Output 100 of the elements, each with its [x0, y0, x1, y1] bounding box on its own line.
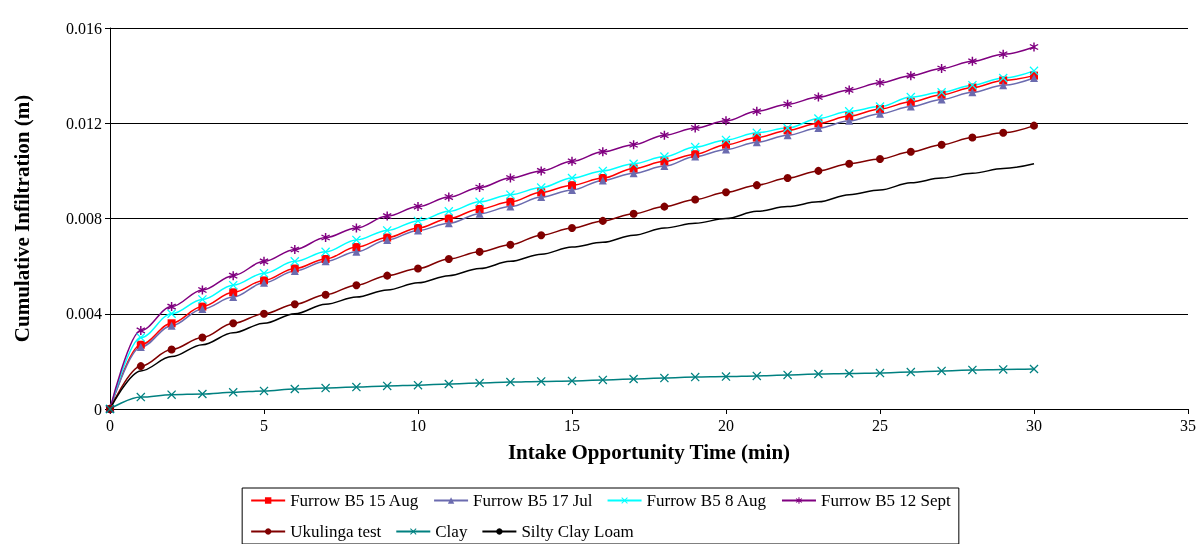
point: [783, 370, 793, 380]
point: [937, 140, 946, 149]
point: [598, 216, 607, 225]
point: [876, 154, 884, 163]
point: [290, 244, 300, 254]
point: [352, 247, 361, 256]
point: [260, 309, 268, 318]
point: [444, 206, 454, 216]
x-tick-label: 30: [1026, 416, 1042, 434]
point: [475, 183, 485, 193]
point: [505, 377, 515, 387]
point: [475, 247, 484, 256]
point: [259, 268, 269, 278]
point: [845, 116, 854, 125]
point: [691, 195, 700, 204]
x-tick-label: 20: [718, 416, 734, 434]
point: [783, 174, 792, 183]
point: [475, 197, 485, 207]
point: [351, 382, 361, 392]
point: [876, 109, 884, 118]
point: [568, 185, 576, 194]
point: [290, 256, 300, 266]
point: [844, 106, 854, 116]
point: [906, 147, 915, 156]
y-tick-label: 0.004: [66, 305, 102, 323]
point: [444, 254, 453, 263]
point: [629, 209, 638, 218]
point: [413, 202, 423, 212]
x-axis-title: Intake Opportunity Time (min): [507, 439, 791, 464]
point: [229, 319, 238, 328]
point: [505, 173, 515, 183]
point: [999, 128, 1008, 137]
point: [536, 376, 546, 386]
point: [721, 116, 731, 126]
point: [290, 384, 300, 394]
point: [413, 380, 423, 390]
point: [1029, 42, 1039, 52]
point: [413, 216, 423, 226]
point: [506, 202, 515, 211]
point: [197, 389, 207, 399]
point: [690, 142, 700, 152]
point: [598, 375, 608, 385]
point: [475, 209, 484, 218]
legend-label: Ukulinga test: [290, 522, 382, 541]
x-tick-label: 5: [260, 416, 268, 434]
point: [998, 364, 1008, 374]
point: [968, 88, 977, 97]
point: [906, 367, 916, 377]
point: [813, 92, 823, 102]
point: [814, 124, 823, 133]
point: [537, 231, 546, 240]
point: [629, 159, 639, 169]
point: [722, 145, 730, 154]
point: [752, 181, 761, 190]
point: [783, 99, 793, 109]
point: [722, 188, 730, 197]
point: [875, 78, 885, 88]
point: [321, 233, 331, 243]
point: [506, 240, 515, 249]
point: [228, 271, 238, 281]
point: [259, 386, 269, 396]
point: [475, 378, 485, 388]
point: [259, 256, 269, 266]
x-tick-label: 25: [872, 416, 888, 434]
legend-label: Silty Clay Loam: [521, 522, 634, 541]
point: [444, 379, 454, 389]
point: [167, 390, 177, 400]
point: [752, 106, 762, 116]
point: [321, 247, 331, 257]
point: [844, 369, 854, 379]
point: [536, 166, 546, 176]
point: [629, 169, 638, 178]
point: [198, 333, 207, 342]
x-tick-label: 10: [410, 416, 426, 434]
point: [967, 56, 977, 66]
x-tick-label: 15: [564, 416, 580, 434]
point: [1029, 66, 1039, 76]
point: [813, 369, 823, 379]
y-tick-label: 0.016: [66, 19, 102, 37]
point: [382, 225, 392, 235]
point: [414, 264, 422, 273]
point: [352, 281, 361, 290]
point: [598, 147, 608, 157]
point: [660, 202, 669, 211]
point: [660, 162, 669, 171]
point: [167, 302, 177, 312]
point: [136, 333, 146, 343]
x-tick-label: 35: [1180, 416, 1196, 434]
point: [968, 133, 977, 142]
point: [967, 365, 977, 375]
y-tick-label: 0: [94, 400, 102, 418]
point: [783, 131, 792, 140]
point: [136, 325, 146, 335]
legend-label: Furrow B5 8 Aug: [646, 491, 767, 510]
point: [690, 123, 700, 133]
point: [167, 309, 177, 319]
point: [567, 376, 577, 386]
point: [937, 63, 947, 73]
point: [906, 71, 916, 81]
legend-label: Furrow B5 15 Aug: [290, 491, 419, 510]
